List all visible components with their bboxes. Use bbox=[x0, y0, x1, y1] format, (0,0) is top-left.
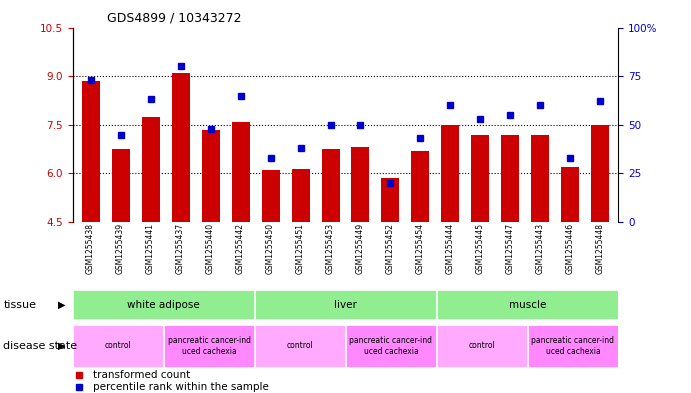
Text: GSM1255449: GSM1255449 bbox=[356, 223, 365, 274]
Text: control: control bbox=[468, 342, 495, 350]
Text: disease state: disease state bbox=[3, 341, 77, 351]
Bar bbox=[202, 130, 220, 368]
Text: liver: liver bbox=[334, 299, 357, 310]
Bar bbox=[381, 178, 399, 368]
Bar bbox=[437, 325, 527, 367]
Text: ▶: ▶ bbox=[58, 299, 66, 310]
Bar bbox=[531, 134, 549, 368]
Text: GSM1255451: GSM1255451 bbox=[296, 223, 305, 274]
Bar bbox=[73, 325, 163, 367]
Bar bbox=[142, 117, 160, 368]
Text: GSM1255450: GSM1255450 bbox=[266, 223, 275, 274]
Bar bbox=[346, 325, 436, 367]
Bar bbox=[82, 81, 100, 368]
Text: GSM1255440: GSM1255440 bbox=[206, 223, 215, 274]
Text: ▶: ▶ bbox=[58, 341, 66, 351]
Text: GSM1255454: GSM1255454 bbox=[416, 223, 425, 274]
Bar bbox=[73, 290, 254, 319]
Text: tissue: tissue bbox=[3, 299, 37, 310]
Text: GSM1255453: GSM1255453 bbox=[326, 223, 335, 274]
Text: GSM1255445: GSM1255445 bbox=[476, 223, 485, 274]
Text: percentile rank within the sample: percentile rank within the sample bbox=[93, 382, 269, 392]
Text: control: control bbox=[104, 342, 131, 350]
Bar bbox=[528, 325, 618, 367]
Text: GSM1255452: GSM1255452 bbox=[386, 223, 395, 274]
Bar bbox=[231, 121, 249, 368]
Text: GSM1255447: GSM1255447 bbox=[506, 223, 515, 274]
Bar bbox=[352, 147, 370, 368]
Bar bbox=[111, 149, 129, 368]
Text: GSM1255438: GSM1255438 bbox=[86, 223, 95, 274]
Bar bbox=[562, 167, 580, 368]
Bar bbox=[442, 125, 460, 368]
Text: control: control bbox=[287, 342, 314, 350]
Text: GDS4899 / 10343272: GDS4899 / 10343272 bbox=[107, 12, 242, 25]
Bar bbox=[502, 134, 520, 368]
Text: GSM1255442: GSM1255442 bbox=[236, 223, 245, 274]
Text: white adipose: white adipose bbox=[127, 299, 200, 310]
Text: pancreatic cancer-ind
uced cachexia: pancreatic cancer-ind uced cachexia bbox=[531, 336, 614, 356]
Text: GSM1255446: GSM1255446 bbox=[566, 223, 575, 274]
Bar bbox=[437, 290, 618, 319]
Bar bbox=[471, 134, 489, 368]
Text: pancreatic cancer-ind
uced cachexia: pancreatic cancer-ind uced cachexia bbox=[350, 336, 433, 356]
Text: GSM1255437: GSM1255437 bbox=[176, 223, 185, 274]
Text: GSM1255448: GSM1255448 bbox=[596, 223, 605, 274]
Text: GSM1255439: GSM1255439 bbox=[116, 223, 125, 274]
Text: GSM1255444: GSM1255444 bbox=[446, 223, 455, 274]
Text: muscle: muscle bbox=[509, 299, 546, 310]
Bar bbox=[164, 325, 254, 367]
Text: transformed count: transformed count bbox=[93, 370, 191, 380]
Text: GSM1255441: GSM1255441 bbox=[146, 223, 155, 274]
Bar bbox=[171, 73, 189, 368]
Bar bbox=[292, 169, 310, 368]
Text: pancreatic cancer-ind
uced cachexia: pancreatic cancer-ind uced cachexia bbox=[167, 336, 251, 356]
Text: GSM1255443: GSM1255443 bbox=[536, 223, 545, 274]
Bar bbox=[321, 149, 339, 368]
Bar bbox=[591, 125, 609, 368]
Bar bbox=[255, 290, 436, 319]
Bar bbox=[411, 151, 430, 368]
Bar bbox=[261, 170, 280, 368]
Bar bbox=[255, 325, 345, 367]
